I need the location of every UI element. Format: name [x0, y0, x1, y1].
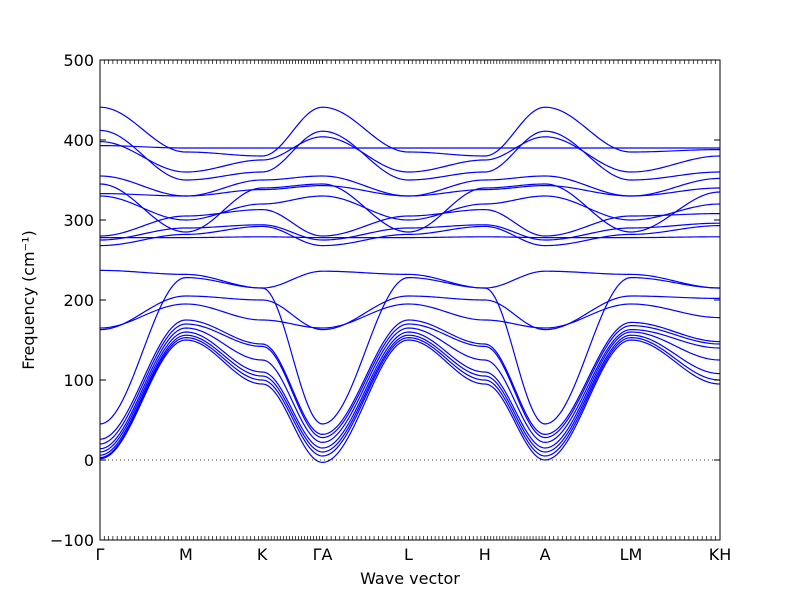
x-minor-ticks [99, 60, 721, 540]
band-line-18 [99, 183, 721, 233]
y-tick-label: 500 [63, 51, 94, 70]
band-line-7 [99, 319, 721, 440]
band-line-5 [99, 327, 721, 450]
x-tick-label: M [179, 545, 193, 564]
band-line-13 [99, 222, 721, 241]
band-line-15 [99, 208, 721, 237]
x-tick-label: Γ [96, 545, 105, 564]
plot-frame [99, 59, 721, 541]
band-line-10 [99, 303, 721, 329]
x-tick-label: A [540, 545, 551, 564]
x-tick-label: L [404, 545, 413, 564]
band-line-2 [99, 336, 721, 459]
band-line-17 [99, 184, 721, 197]
x-tick-label: LM [620, 545, 643, 564]
y-tick-label: −100 [50, 531, 94, 550]
band-line-11 [99, 269, 721, 289]
band-line-3 [99, 334, 721, 456]
band-line-9 [99, 295, 721, 331]
x-tick-label: K [257, 545, 268, 564]
x-tick-label: ΓA [313, 545, 333, 564]
band-line-22 [99, 129, 721, 181]
x-axis-label: Wave vector [360, 569, 460, 588]
band-lines-group [99, 106, 721, 464]
y-tick-label: 100 [63, 371, 94, 390]
band-line-19 [99, 175, 721, 197]
y-axis-ticks: −100 0 100 200 300 400 500 [50, 51, 720, 550]
y-tick-label: 200 [63, 291, 94, 310]
x-axis-ticks: Γ M K ΓA L H A LM KH [96, 545, 732, 564]
band-line-6 [99, 323, 721, 445]
band-line-16 [99, 195, 721, 221]
band-line-8 [99, 276, 721, 425]
x-tick-label: KH [709, 545, 732, 564]
band-line-20 [99, 145, 720, 149]
band-line-14 [100, 236, 720, 239]
band-line-1 [99, 339, 721, 464]
band-line-4 [99, 331, 721, 453]
y-tick-label: 400 [63, 131, 94, 150]
y-axis-label: Frequency (cm⁻¹) [19, 230, 38, 369]
band-line-21 [99, 136, 721, 173]
x-tick-label: H [479, 545, 491, 564]
band-line-23 [99, 106, 721, 157]
y-tick-label: 0 [84, 451, 94, 470]
y-tick-label: 300 [63, 211, 94, 230]
